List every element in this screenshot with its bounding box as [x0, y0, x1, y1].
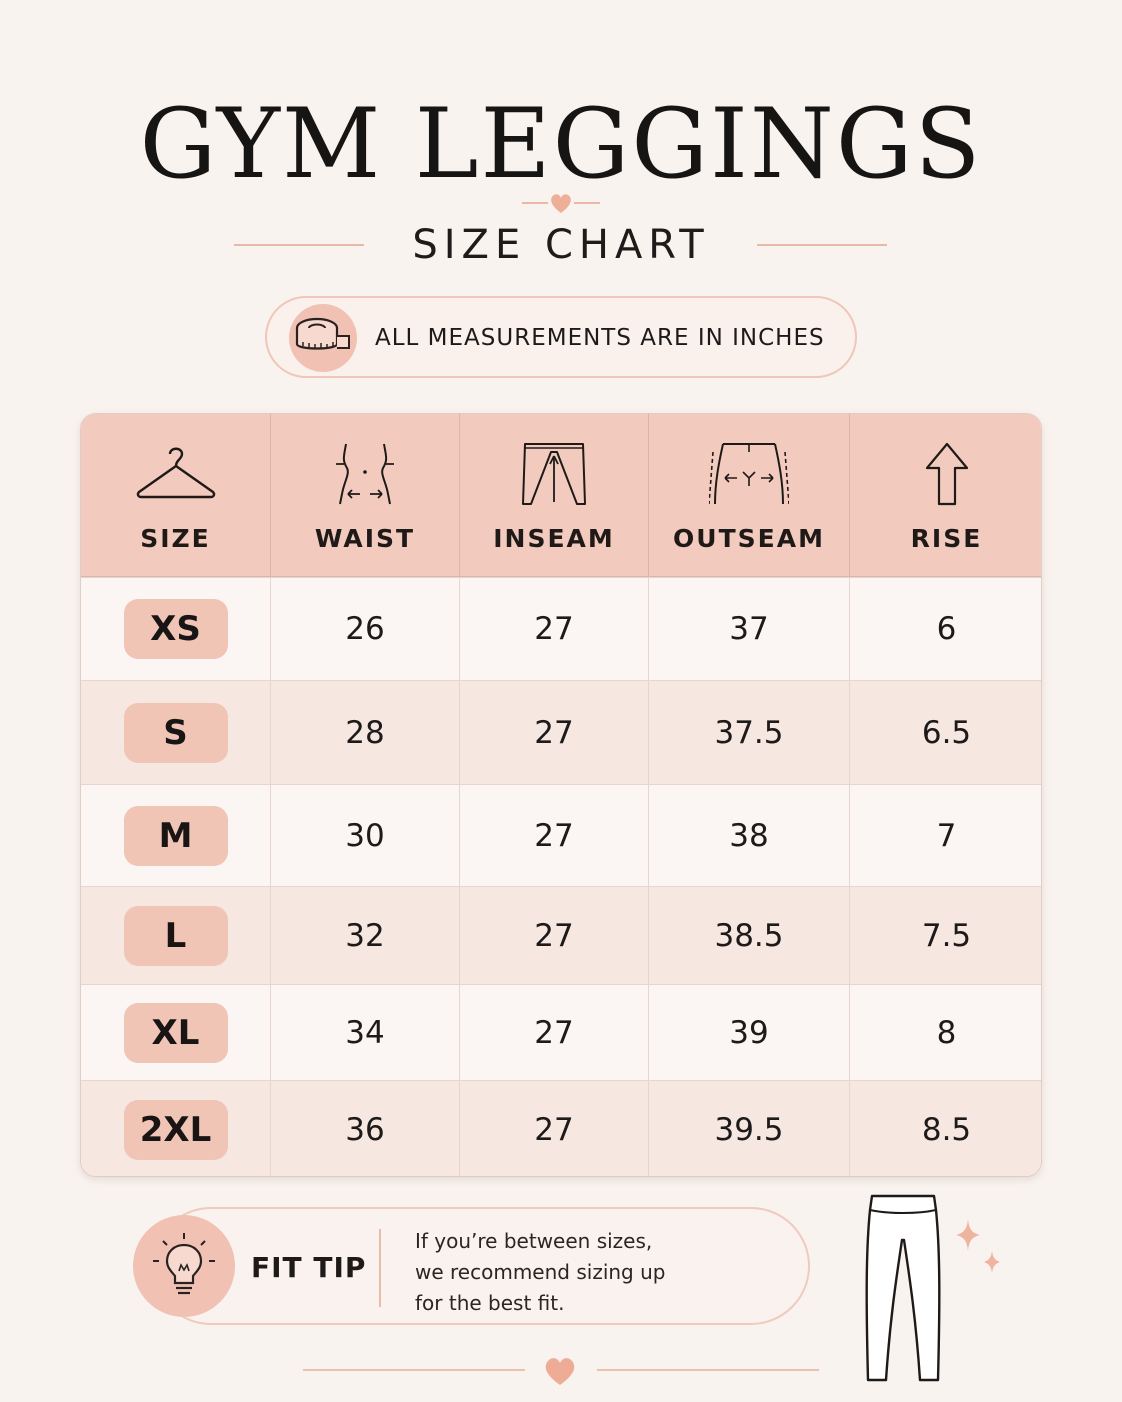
- column-header-waist: WAIST: [271, 414, 460, 577]
- fit-tip-text: If you’re between sizes, we recommend si…: [415, 1226, 785, 1319]
- outseam-cell: 39: [649, 985, 850, 1080]
- outseam-icon: [709, 443, 789, 505]
- bottom-line-left: [303, 1369, 525, 1371]
- size-cell: M: [81, 785, 271, 886]
- arrow-up-icon: [925, 442, 968, 506]
- fit-tip-divider: [379, 1229, 381, 1307]
- inseam-cell: 27: [460, 578, 649, 680]
- outseam-cell: 38: [649, 785, 850, 886]
- waist-cell: 30: [271, 785, 460, 886]
- table-row: S 28 27 37.5 6.5: [81, 680, 1041, 784]
- waist-cell: 32: [271, 887, 460, 984]
- measuring-tape-icon: [289, 304, 357, 372]
- leggings-icon: [865, 1194, 941, 1382]
- size-cell: XL: [81, 985, 271, 1080]
- units-note-text: ALL MEASUREMENTS ARE IN INCHES: [375, 325, 825, 351]
- column-header-inseam: INSEAM: [460, 414, 649, 577]
- hanger-icon: [136, 447, 215, 499]
- rise-cell: 8: [936, 1014, 957, 1051]
- table-header: SIZE WAIST INSEAM: [81, 414, 1041, 577]
- waist-cell: 26: [271, 578, 460, 680]
- outseam-cell: 37.5: [649, 681, 850, 784]
- inseam-cell: 27: [460, 1081, 649, 1176]
- table-row: L 32 27 38.5 7.5: [81, 886, 1041, 984]
- column-header-size: SIZE: [81, 414, 271, 577]
- inseam-icon: [522, 443, 586, 505]
- table-row: M 30 27 38 7: [81, 784, 1041, 886]
- waist-cell: 36: [271, 1081, 460, 1176]
- column-header-rise: RISE: [850, 414, 1041, 577]
- size-cell: S: [81, 681, 271, 784]
- waist-measure-icon: [336, 443, 394, 505]
- table-row: XL 34 27 39 8: [81, 984, 1041, 1080]
- inseam-cell: 27: [460, 985, 649, 1080]
- size-badge: L: [123, 905, 228, 966]
- table-row: XS 26 27 37 6: [81, 577, 1041, 680]
- outseam-cell: 39.5: [649, 1081, 850, 1176]
- lightbulb-icon: [133, 1215, 235, 1317]
- column-label-rise: RISE: [910, 524, 983, 553]
- outseam-cell: 37: [649, 578, 850, 680]
- table-row: 2XL 36 27 39.5 8.5: [81, 1080, 1041, 1176]
- fit-tip-line: If you’re between sizes,: [415, 1229, 653, 1253]
- outseam-cell: 38.5: [649, 887, 850, 984]
- size-badge: 2XL: [123, 1099, 228, 1160]
- size-cell: XS: [81, 578, 271, 680]
- sparkle-icon: [956, 1219, 1000, 1273]
- size-badge: S: [123, 702, 228, 763]
- rise-cell: 6: [936, 611, 957, 647]
- fit-tip-line: for the best fit.: [415, 1291, 565, 1315]
- size-cell: 2XL: [81, 1081, 271, 1176]
- fit-tip-line: we recommend sizing up: [415, 1260, 666, 1284]
- fit-tip-label: FIT TIP: [251, 1251, 367, 1284]
- size-badge: XL: [123, 1002, 228, 1063]
- waist-cell: 34: [271, 985, 460, 1080]
- size-badge: M: [123, 805, 228, 866]
- column-label-inseam: INSEAM: [493, 524, 615, 553]
- subtitle-line-right: [757, 244, 887, 246]
- size-chart-table: SIZE WAIST INSEAM: [80, 413, 1042, 1177]
- subtitle-line-left: [234, 244, 364, 246]
- size-badge: XS: [123, 599, 228, 659]
- rise-cell: 7: [936, 817, 957, 854]
- rise-cell: 8.5: [921, 1111, 972, 1148]
- column-label-outseam: OUTSEAM: [673, 524, 825, 553]
- heart-divider-icon: [522, 194, 600, 213]
- rise-cell: 7.5: [921, 917, 972, 954]
- page-title: GYM LEGGINGS: [139, 88, 983, 200]
- column-label-waist: WAIST: [314, 524, 416, 553]
- column-label-size: SIZE: [140, 524, 211, 553]
- size-cell: L: [81, 887, 271, 984]
- heart-icon: [545, 1358, 575, 1385]
- inseam-cell: 27: [460, 681, 649, 784]
- rise-cell: 6.5: [921, 714, 972, 751]
- page-subtitle: SIZE CHART: [412, 222, 710, 268]
- waist-cell: 28: [271, 681, 460, 784]
- column-header-outseam: OUTSEAM: [649, 414, 850, 577]
- inseam-cell: 27: [460, 785, 649, 886]
- bottom-line-right: [597, 1369, 819, 1371]
- inseam-cell: 27: [460, 887, 649, 984]
- units-note-pill: ALL MEASUREMENTS ARE IN INCHES: [265, 296, 857, 378]
